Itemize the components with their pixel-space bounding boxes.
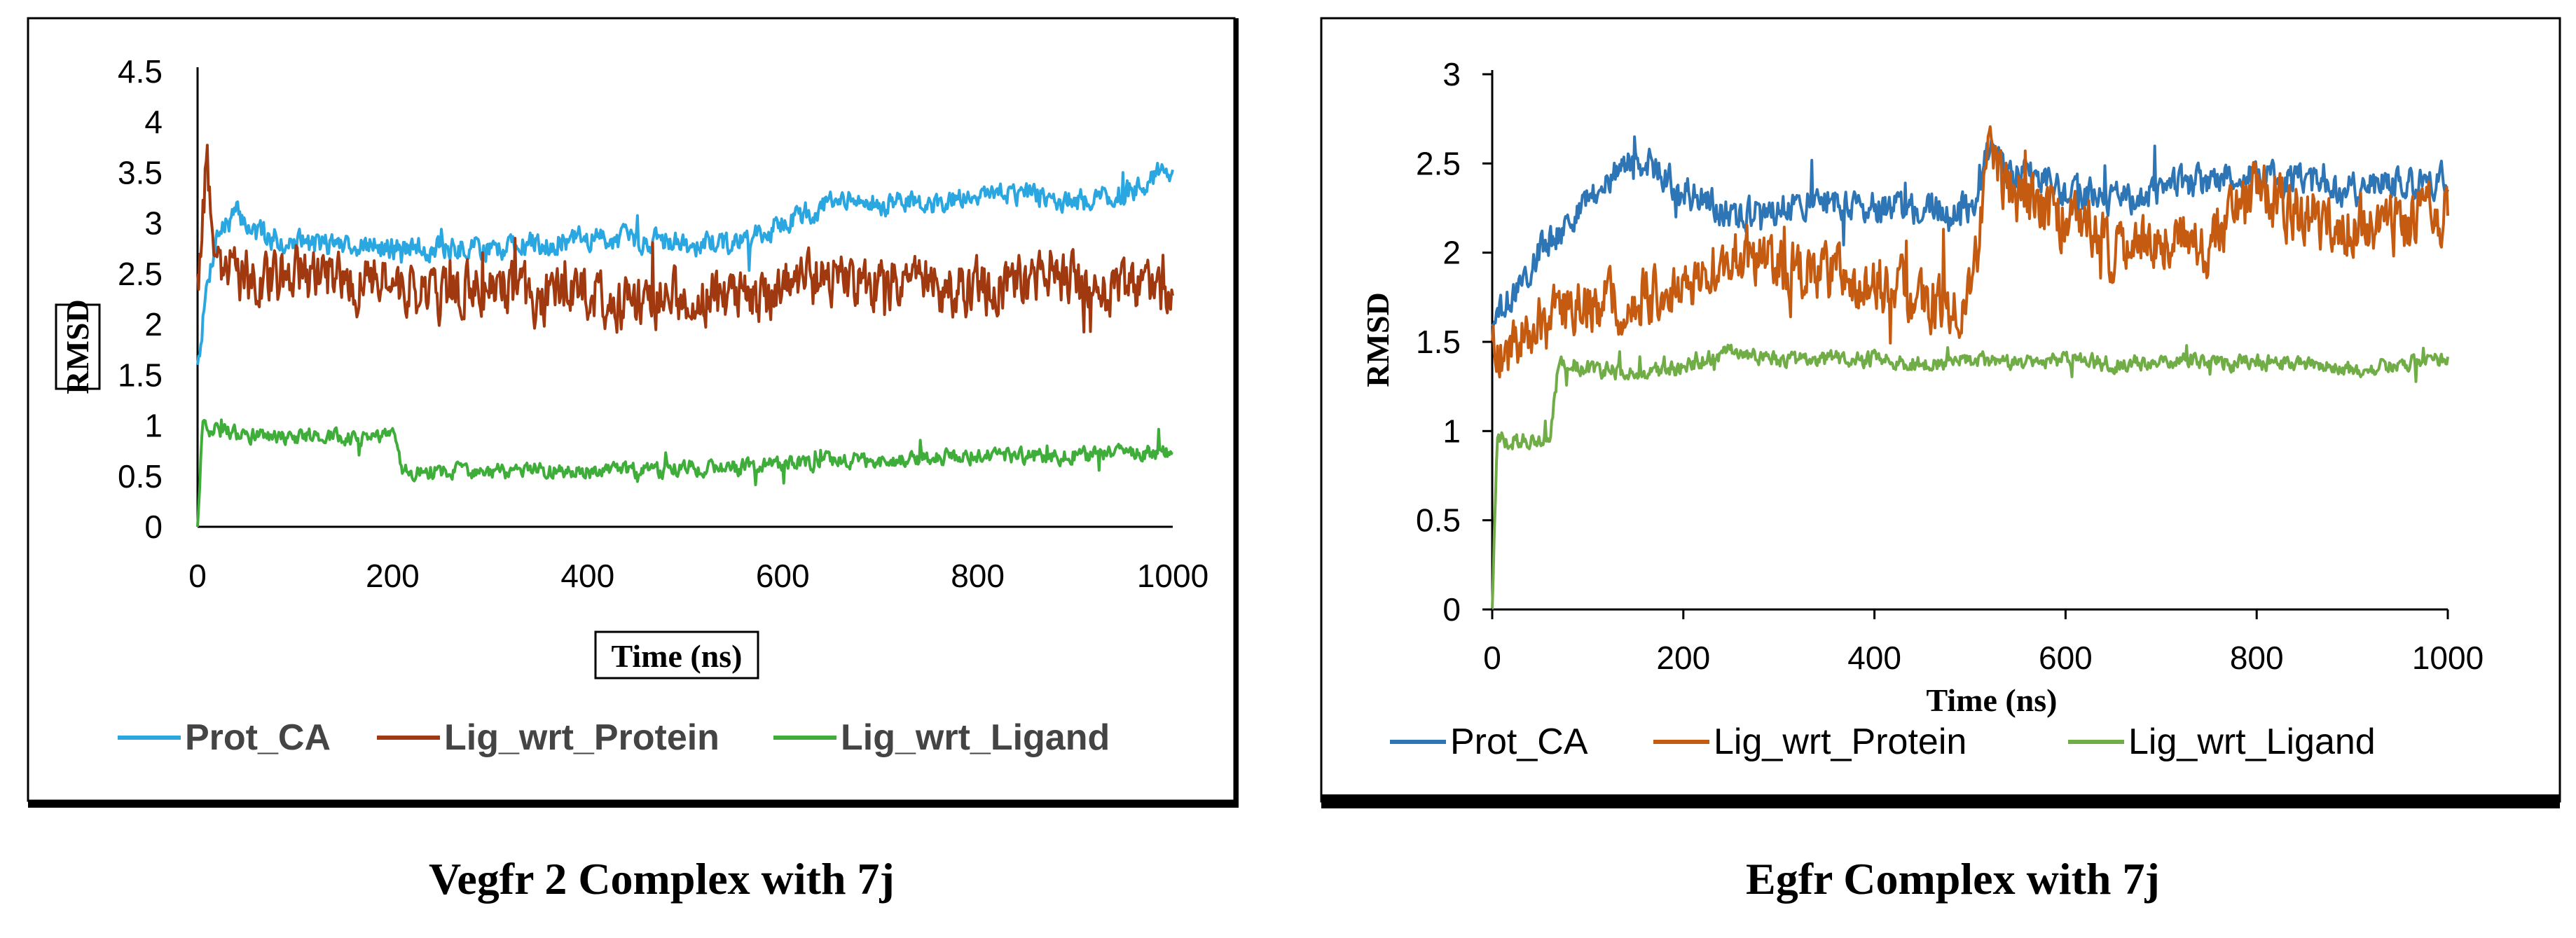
vegfr-frame-shadow-bottom — [28, 801, 1237, 808]
y-tick-label: 3.5 — [118, 154, 163, 191]
vegfr-caption: Vegfr 2 Complex with 7j — [429, 854, 895, 904]
y-tick-label: 0.5 — [1416, 502, 1461, 539]
x-tick-label: 600 — [756, 558, 810, 594]
x-tick-label: 600 — [2039, 640, 2093, 676]
y-tick-label: 0.5 — [118, 458, 163, 495]
y-tick-label: 1 — [1442, 413, 1461, 449]
y-tick-label: 2.5 — [118, 256, 163, 292]
y-tick-label: 2 — [1442, 235, 1461, 271]
egfr-x-ticks: 0 200 400 600 800 1000 — [1483, 609, 2484, 676]
vegfr-legend-lig-wrt-protein: Lig_wrt_Protein — [444, 717, 719, 758]
vegfr-panel: 0 0.5 1 1.5 2 2.5 3 3.5 4 4.5 0 200 400 600 800 1000 R… — [27, 17, 1239, 808]
vegfr-ylabel: RMSD — [60, 299, 95, 394]
y-tick-label: 2 — [144, 306, 163, 343]
x-tick-label: 200 — [1656, 640, 1710, 676]
y-tick-label: 0 — [144, 509, 163, 545]
vegfr-series-prot-ca — [196, 162, 1174, 366]
egfr-legend-lig-wrt-protein: Lig_wrt_Protein — [1714, 722, 1967, 762]
vegfr-x-ticks: 0 200 400 600 800 1000 — [188, 558, 1208, 594]
vegfr-series-group — [196, 144, 1174, 527]
vegfr-frame — [27, 17, 1236, 802]
egfr-frame — [1320, 17, 2561, 803]
vegfr-ylabel-group: RMSD — [55, 299, 101, 394]
y-tick-label: 4 — [144, 104, 163, 140]
egfr-legend: Prot_CA Lig_wrt_Protein Lig_wrt_Ligand — [1390, 722, 2376, 762]
vegfr-y-ticks: 0 0.5 1 1.5 2 2.5 3 3.5 4 4.5 — [118, 53, 163, 545]
x-tick-label: 1000 — [1137, 558, 1208, 594]
egfr-ylabel: RMSD — [1360, 292, 1396, 387]
egfr-legend-prot-ca: Prot_CA — [1450, 722, 1588, 762]
vegfr-legend-lig-wrt-ligand: Lig_wrt_Ligand — [841, 717, 1110, 758]
y-tick-label: 4.5 — [118, 53, 163, 90]
egfr-series-lig-wrt-ligand — [1491, 343, 2449, 610]
egfr-xlabel: Time (ns) — [1927, 682, 2058, 718]
y-tick-label: 2.5 — [1416, 145, 1461, 181]
vegfr-frame-shadow-right — [1234, 18, 1239, 808]
y-tick-label: 3 — [1442, 56, 1461, 92]
egfr-panel: 0 0.5 1 1.5 2 2.5 3 0 200 400 600 800 1000 RMSD Tim… — [1320, 17, 2561, 808]
vegfr-series-lig-wrt-ligand — [196, 418, 1173, 527]
x-tick-label: 200 — [366, 558, 420, 594]
x-tick-label: 0 — [1483, 640, 1501, 676]
vegfr-legend: Prot_CA Lig_wrt_Protein Lig_wrt_Ligand — [118, 717, 1110, 758]
x-tick-label: 400 — [1847, 640, 1901, 676]
x-tick-label: 1000 — [2412, 640, 2484, 676]
egfr-frame-shadow-bottom — [1321, 794, 2560, 808]
egfr-series-prot-ca — [1491, 135, 2449, 328]
y-tick-label: 1.5 — [1416, 324, 1461, 360]
vegfr-legend-prot-ca: Prot_CA — [185, 717, 331, 758]
x-tick-label: 800 — [951, 558, 1005, 594]
y-tick-label: 0 — [1442, 591, 1461, 628]
vegfr-xlabel: Time (ns) — [612, 638, 743, 674]
x-tick-label: 0 — [188, 558, 207, 594]
vegfr-plot — [196, 67, 1173, 528]
y-tick-label: 1.5 — [118, 357, 163, 393]
x-tick-label: 400 — [560, 558, 614, 594]
vegfr-ylabel-box — [55, 303, 101, 390]
vegfr-series-lig-wrt-protein — [196, 144, 1174, 334]
vegfr-xlabel-box — [594, 630, 759, 680]
egfr-series-lig-wrt-protein — [1491, 125, 2449, 379]
x-tick-label: 800 — [2230, 640, 2284, 676]
egfr-series-group — [1491, 125, 2449, 610]
y-tick-label: 1 — [144, 408, 163, 444]
egfr-legend-lig-wrt-ligand: Lig_wrt_Ligand — [2128, 722, 2376, 762]
egfr-y-ticks: 0 0.5 1 1.5 2 2.5 3 — [1416, 56, 1492, 628]
egfr-caption: Egfr Complex with 7j — [1746, 854, 2160, 904]
y-tick-label: 3 — [144, 205, 163, 242]
